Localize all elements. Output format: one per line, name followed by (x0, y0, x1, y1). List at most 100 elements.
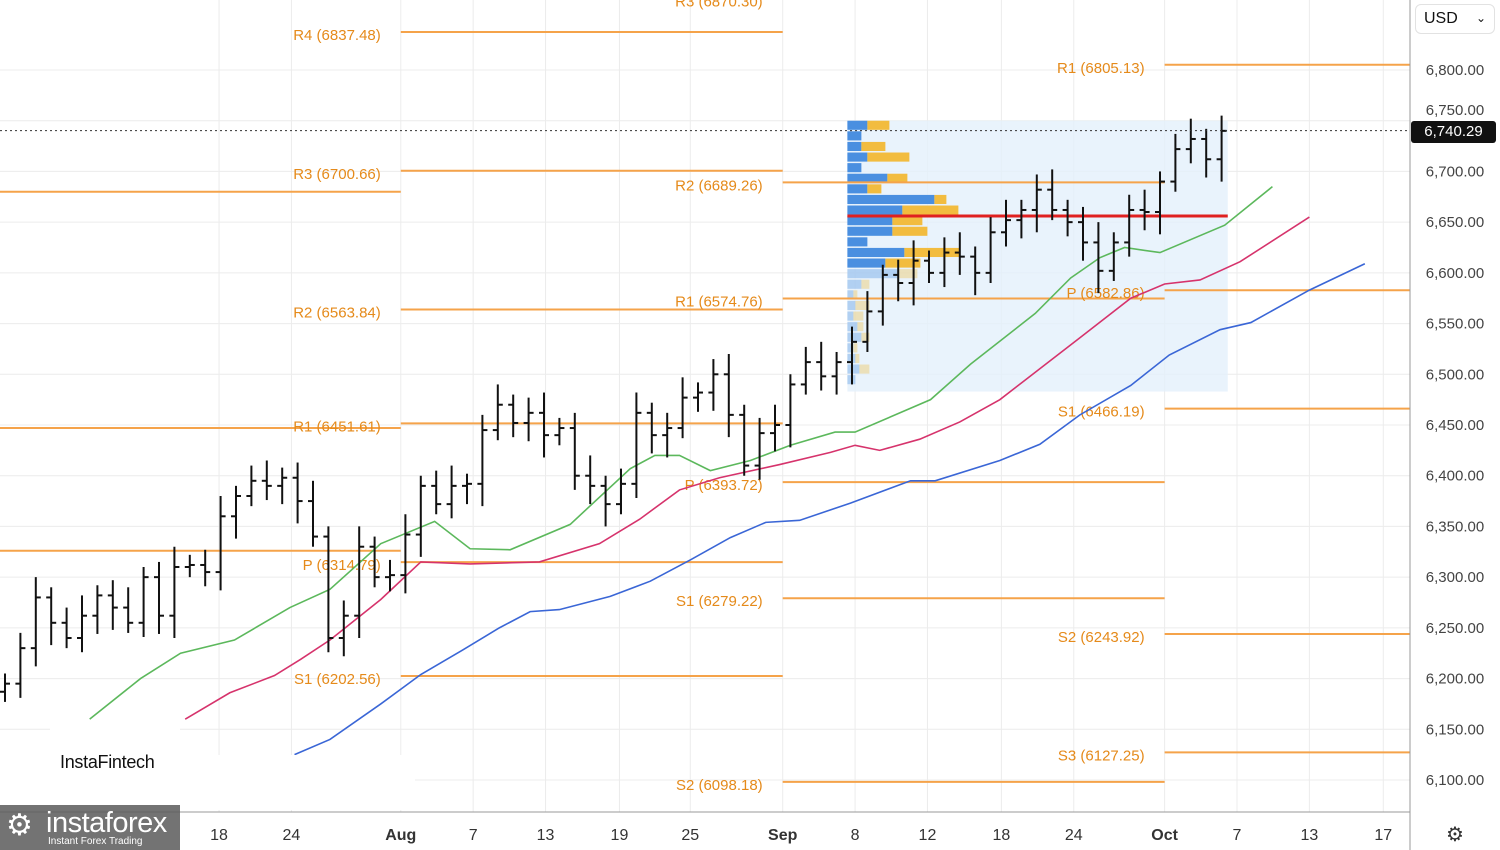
x-tick-label: 18 (210, 827, 228, 844)
moving-average-slow (294, 263, 1366, 756)
volume-bar-down (904, 247, 960, 258)
volume-bar-down (861, 279, 870, 289)
volume-bar-up (847, 343, 854, 353)
pivot-label: R1 (6451.61) (293, 418, 381, 435)
pivot-label: S1 (6279.22) (676, 593, 763, 610)
volume-bar-up (847, 194, 935, 205)
x-tick-label: 17 (1374, 827, 1392, 844)
volume-bar-down (861, 141, 886, 152)
pivot-label: S1 (6202.56) (294, 671, 381, 688)
y-tick-label: 6,700.00 (1426, 163, 1484, 180)
logo-gear-icon: ⚙ (6, 809, 33, 842)
pivot-label: S3 (6127.25) (1058, 747, 1145, 764)
volume-bar-up (847, 152, 868, 162)
volume-bar-down (902, 205, 959, 215)
pivot-label: P (6393.72) (685, 477, 763, 494)
x-tick-label: Oct (1151, 827, 1178, 844)
volume-bar-down (861, 332, 870, 342)
volume-bar-up (847, 237, 868, 247)
y-tick-label: 6,800.00 (1426, 62, 1484, 79)
plot-area: R4 (6837.48) R3 (6700.66) R2 (6563.84) R1 (… (0, 0, 1410, 812)
pivot-label: S2 (6243.92) (1058, 629, 1145, 646)
volume-bar-up (847, 226, 893, 236)
x-tick-label: Sep (768, 827, 798, 844)
volume-bar-down (857, 322, 864, 332)
y-tick-label: 6,750.00 (1426, 102, 1484, 119)
pivot-label: R3 (6870.30) (675, 0, 763, 11)
volume-bar-up (847, 279, 862, 289)
x-tick-label: 7 (469, 827, 478, 844)
volume-bar-up (847, 269, 898, 279)
volume-bar-down (853, 311, 864, 321)
volume-bar-up (847, 258, 886, 268)
volume-bar-up (847, 141, 862, 152)
volume-bar-up (847, 311, 854, 321)
moving-average-fast (89, 186, 1273, 720)
volume-bar-up (847, 290, 854, 300)
x-tick-label: Aug (385, 827, 416, 844)
volume-bar-down (867, 152, 910, 162)
volume-bar-down (855, 353, 860, 364)
chevron-down-icon: ⌄ (1475, 11, 1486, 25)
volume-bar-down (892, 216, 923, 226)
volume-bar-down (885, 258, 921, 268)
volume-bar-up (847, 163, 862, 173)
x-tick-label: 12 (919, 827, 937, 844)
volume-bar-down (867, 184, 882, 194)
volume-bar-down (853, 343, 858, 353)
volume-bar-down (892, 226, 928, 236)
pivot-label: R2 (6689.26) (675, 177, 763, 194)
x-tick-label: 8 (851, 827, 860, 844)
y-tick-label: 6,600.00 (1426, 265, 1484, 282)
volume-bar-down (867, 120, 890, 130)
pivot-label: P (6314.79) (303, 557, 381, 574)
x-tick-label: 7 (1233, 827, 1242, 844)
y-tick-label: 6,300.00 (1426, 569, 1484, 586)
volume-bar-up (847, 364, 860, 374)
instafintech-watermark: InstaFintech (50, 722, 180, 782)
instaforex-logo: ⚙ instaforex Instant Forex Trading (0, 805, 180, 850)
pivot-label: P (6582.86) (1066, 285, 1144, 302)
y-tick-label: 6,650.00 (1426, 214, 1484, 231)
volume-bar-down (853, 290, 858, 300)
volume-bar-up (847, 184, 868, 194)
currency-selector[interactable]: USD ⌄ (1415, 4, 1495, 34)
x-tick-label: 18 (992, 827, 1010, 844)
pivot-label: S2 (6098.18) (676, 777, 763, 794)
pivot-label: R4 (6837.48) (293, 27, 381, 44)
y-tick-label: 6,500.00 (1426, 366, 1484, 383)
y-tick-label: 6,250.00 (1426, 620, 1484, 637)
y-tick-label: 6,550.00 (1426, 316, 1484, 333)
gear-icon[interactable]: ⚙ (1446, 824, 1464, 846)
y-tick-label: 6,350.00 (1426, 518, 1484, 535)
y-tick-label: 6,450.00 (1426, 417, 1484, 434)
moving-average-medium (184, 216, 1310, 720)
x-tick-label: 24 (1065, 827, 1083, 844)
volume-bar-up (847, 300, 856, 311)
last-price-badge: 6,740.29 (1411, 121, 1496, 143)
x-tick-label: 25 (681, 827, 699, 844)
volume-bar-up (847, 247, 905, 258)
y-tick-label: 6,400.00 (1426, 468, 1484, 485)
volume-bar-down (887, 173, 908, 183)
volume-bar-up (847, 205, 903, 215)
x-tick-label: 24 (283, 827, 301, 844)
volume-bar-up (847, 131, 862, 141)
pivot-label: R1 (6805.13) (1057, 60, 1145, 77)
volume-bar-up (847, 332, 862, 342)
pivot-label: R1 (6574.76) (675, 293, 763, 310)
y-tick-label: 6,100.00 (1426, 772, 1484, 789)
pivot-label: R3 (6700.66) (293, 166, 381, 183)
volume-bar-down (859, 364, 870, 374)
volume-bar-down (855, 300, 870, 311)
x-tick-label: 13 (1300, 827, 1318, 844)
y-tick-label: 6,200.00 (1426, 671, 1484, 688)
pivot-label: R2 (6563.84) (293, 305, 381, 322)
x-tick-label: 19 (611, 827, 629, 844)
x-tick-label: 13 (537, 827, 555, 844)
volume-bar-up (847, 120, 868, 130)
volume-bar-up (847, 216, 893, 226)
volume-bar-down (934, 194, 947, 205)
volume-bar-down (897, 269, 918, 279)
